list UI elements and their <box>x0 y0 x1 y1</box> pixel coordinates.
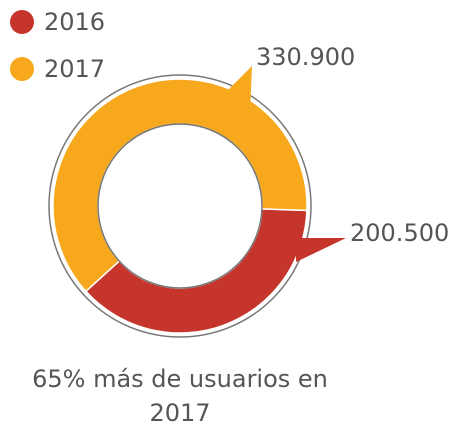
legend-label: 2017 <box>44 55 105 83</box>
legend-swatch <box>10 10 34 34</box>
callout-pointer <box>296 238 346 262</box>
value-label: 330.900 <box>256 43 355 71</box>
caption: 65% más de usuarios en 2017 <box>32 365 328 426</box>
legend-label: 2016 <box>44 8 105 36</box>
value-label: 200.500 <box>350 219 449 247</box>
legend-swatch <box>10 57 34 81</box>
inner-ring <box>97 123 263 289</box>
callout-pointer <box>222 66 252 112</box>
